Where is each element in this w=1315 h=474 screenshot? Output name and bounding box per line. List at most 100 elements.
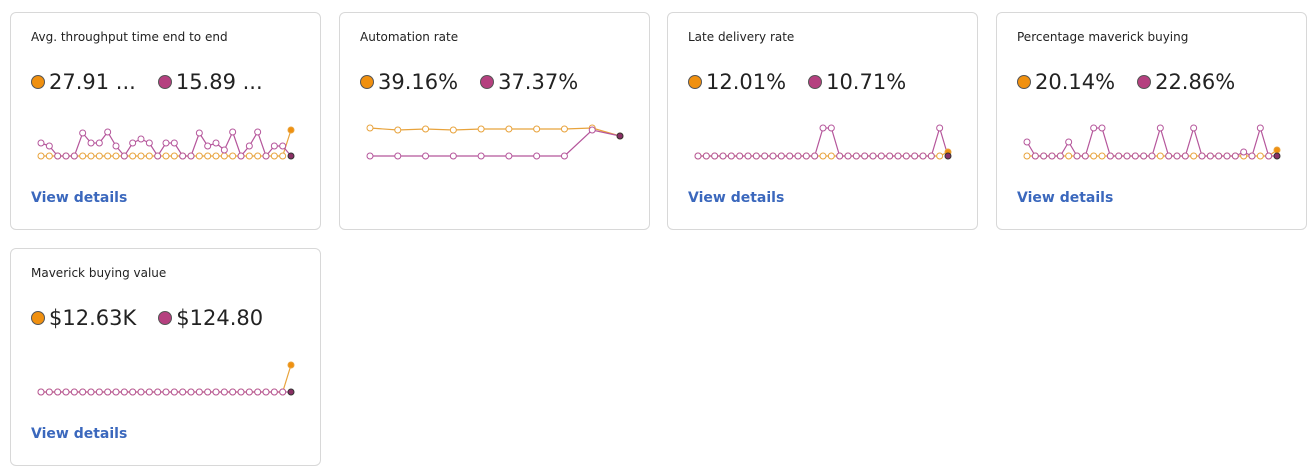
sparkline-point xyxy=(719,152,727,160)
sparkline-point xyxy=(1156,152,1164,160)
sparkline-point xyxy=(162,388,170,396)
sparkline-point xyxy=(62,388,70,396)
sparkline-point xyxy=(861,152,869,160)
sparkline-point xyxy=(212,152,220,160)
sparkline-point xyxy=(1115,152,1123,160)
metric-dot xyxy=(31,75,45,89)
sparkline-point xyxy=(877,152,885,160)
sparkline-point xyxy=(279,142,287,150)
sparkline-point xyxy=(112,142,120,150)
sparkline-point xyxy=(279,388,287,396)
sparkline-point xyxy=(179,152,187,160)
sparkline-point xyxy=(777,152,785,160)
sparkline-point xyxy=(1206,152,1214,160)
metrics: 39.16% 37.37% xyxy=(360,70,578,94)
sparkline-point xyxy=(237,152,245,160)
metric-value: 39.16% xyxy=(378,70,459,94)
sparkline-point xyxy=(936,124,944,132)
sparkline-point xyxy=(1031,152,1039,160)
sparkline-point xyxy=(104,128,112,136)
sparkline-point xyxy=(54,152,62,160)
sparkline-point xyxy=(154,388,162,396)
sparkline-point xyxy=(95,139,103,147)
sparkline-point xyxy=(170,139,178,147)
sparkline-point xyxy=(1240,148,1248,156)
card-title: Avg. throughput time end to end xyxy=(31,30,228,44)
sparkline-point xyxy=(187,152,195,160)
metric-value: 22.86% xyxy=(1155,70,1236,94)
sparkline-point xyxy=(79,152,87,160)
view-details-link[interactable]: View details xyxy=(688,190,785,206)
sparkline-point xyxy=(270,152,278,160)
sparkline xyxy=(37,126,295,160)
sparkline xyxy=(1023,124,1281,160)
sparkline-point xyxy=(287,126,295,134)
sparkline-point xyxy=(245,142,253,150)
sparkline-point xyxy=(1165,152,1173,160)
sparkline-point xyxy=(794,152,802,160)
view-details-link[interactable]: View details xyxy=(31,190,128,206)
sparkline-point xyxy=(262,152,270,160)
sparkline-point xyxy=(45,388,53,396)
sparkline-point xyxy=(1081,152,1089,160)
view-details-link[interactable]: View details xyxy=(31,426,128,442)
sparkline-point xyxy=(204,142,212,150)
metric: 22.86% xyxy=(1137,70,1235,94)
card-title: Maverick buying value xyxy=(31,266,167,280)
sparkline xyxy=(37,361,295,396)
metric-value: 27.91 ... xyxy=(49,70,136,94)
sparkline-point xyxy=(819,152,827,160)
sparkline-point xyxy=(1190,152,1198,160)
sparkline-point xyxy=(37,152,45,160)
card-title: Percentage maverick buying xyxy=(1017,30,1189,44)
sparkline-point xyxy=(129,388,137,396)
metric-dot xyxy=(480,75,495,89)
sparkline-point xyxy=(95,152,103,160)
metric-dot xyxy=(688,75,702,89)
sparkline-point xyxy=(1123,152,1131,160)
sparkline-point xyxy=(154,152,162,160)
metric-value: 37.37% xyxy=(498,70,579,94)
sparkline-point xyxy=(616,132,624,140)
sparkline-line xyxy=(1026,125,1277,157)
sparkline xyxy=(694,124,952,160)
sparkline-point xyxy=(1198,152,1206,160)
sparkline-point xyxy=(137,135,145,143)
sparkline-point xyxy=(129,152,137,160)
sparkline-point xyxy=(1173,152,1181,160)
sparkline-point xyxy=(87,152,95,160)
sparkline-point xyxy=(1056,152,1064,160)
sparkline-point xyxy=(1106,152,1114,160)
sparkline-point xyxy=(204,152,212,160)
metric-dot xyxy=(157,75,172,89)
sparkline-point xyxy=(270,388,278,396)
sparkline-point xyxy=(79,129,87,137)
sparkline-point xyxy=(1190,124,1198,132)
sparkline-point xyxy=(533,125,541,133)
sparkline-point xyxy=(702,152,710,160)
sparkline-point xyxy=(477,152,485,160)
sparkline-point xyxy=(786,152,794,160)
sparkline-point xyxy=(886,152,894,160)
sparkline-point xyxy=(145,152,153,160)
sparkline-point xyxy=(1090,152,1098,160)
sparkline-point xyxy=(449,152,457,160)
sparkline-point xyxy=(366,152,374,160)
view-details-link[interactable]: View details xyxy=(1017,190,1114,206)
sparkline-point xyxy=(254,152,262,160)
kpi-card: Automation rate 39.16% 37.37% xyxy=(339,12,650,230)
sparkline-point xyxy=(1273,146,1281,154)
metric-value: $12.63K xyxy=(49,306,137,330)
sparkline-point xyxy=(1181,152,1189,160)
metrics: $12.63K $124.80 xyxy=(31,306,263,330)
sparkline-point xyxy=(229,388,237,396)
sparkline-point xyxy=(936,152,944,160)
sparkline-point xyxy=(45,142,53,150)
sparkline-point xyxy=(212,139,220,147)
sparkline-point xyxy=(1248,152,1256,160)
sparkline-point xyxy=(366,124,374,132)
sparkline-point xyxy=(560,152,568,160)
sparkline-point xyxy=(45,152,53,160)
card-title: Late delivery rate xyxy=(688,30,795,44)
sparkline-point xyxy=(187,388,195,396)
